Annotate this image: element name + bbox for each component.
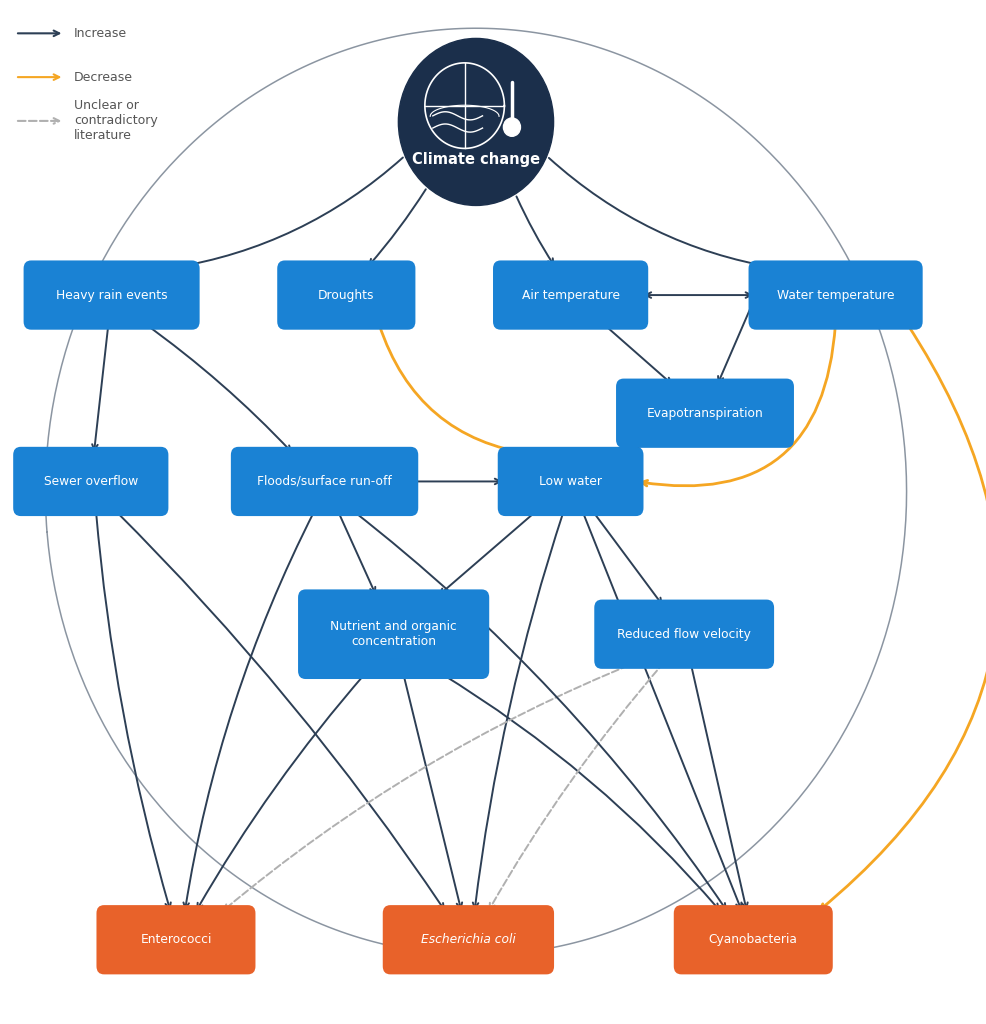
Text: Sewer overflow: Sewer overflow [43, 475, 138, 488]
FancyBboxPatch shape [673, 905, 832, 975]
FancyBboxPatch shape [298, 590, 489, 679]
Circle shape [398, 39, 553, 206]
Text: Floods/surface run-off: Floods/surface run-off [257, 475, 391, 488]
Text: Cyanobacteria: Cyanobacteria [708, 933, 797, 946]
Text: Droughts: Droughts [317, 289, 375, 302]
Text: Unclear or
contradictory
literature: Unclear or contradictory literature [74, 99, 158, 142]
FancyBboxPatch shape [24, 260, 199, 330]
Text: Water temperature: Water temperature [776, 289, 893, 302]
FancyBboxPatch shape [13, 446, 169, 516]
Circle shape [503, 118, 520, 136]
FancyBboxPatch shape [493, 260, 648, 330]
FancyBboxPatch shape [615, 379, 793, 447]
FancyBboxPatch shape [383, 905, 553, 975]
Text: Nutrient and organic
concentration: Nutrient and organic concentration [330, 621, 457, 648]
Text: Air temperature: Air temperature [521, 289, 619, 302]
Text: Decrease: Decrease [74, 71, 133, 84]
FancyBboxPatch shape [594, 600, 773, 669]
FancyBboxPatch shape [231, 446, 418, 516]
Text: Low water: Low water [538, 475, 601, 488]
Text: Reduced flow velocity: Reduced flow velocity [616, 628, 750, 641]
Text: Increase: Increase [74, 27, 127, 40]
FancyBboxPatch shape [747, 260, 922, 330]
Text: Escherichia coli: Escherichia coli [421, 933, 516, 946]
Text: Climate change: Climate change [411, 153, 539, 168]
Text: Evapotranspiration: Evapotranspiration [646, 407, 762, 420]
Text: Enterococci: Enterococci [140, 933, 211, 946]
FancyBboxPatch shape [97, 905, 255, 975]
FancyBboxPatch shape [277, 260, 415, 330]
FancyBboxPatch shape [497, 446, 643, 516]
Text: Heavy rain events: Heavy rain events [56, 289, 168, 302]
